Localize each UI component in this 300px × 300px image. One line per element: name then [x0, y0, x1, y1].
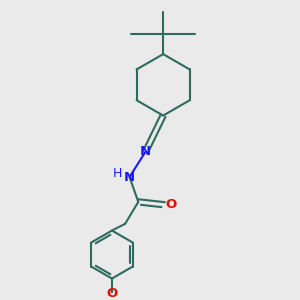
Text: H: H: [112, 167, 122, 180]
Text: O: O: [106, 287, 118, 300]
Text: O: O: [165, 198, 177, 211]
Text: N: N: [124, 170, 135, 184]
Text: N: N: [140, 145, 151, 158]
